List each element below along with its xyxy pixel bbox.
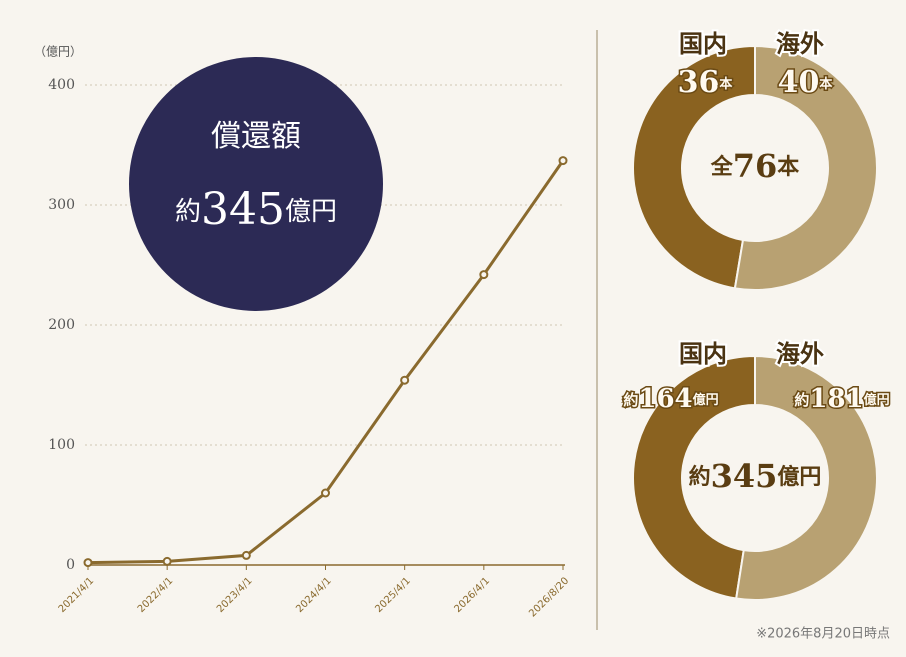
value-text: 76: [733, 147, 778, 185]
y-tick-label: 200: [48, 317, 75, 333]
label-text: 約: [794, 391, 809, 409]
label-text: 本: [819, 76, 832, 92]
label-text: 億円: [777, 464, 821, 490]
center-label: 約345億円: [689, 457, 822, 495]
value-label: 約181億円: [794, 384, 889, 414]
y-tick-label: 400: [48, 77, 75, 93]
point: [321, 488, 330, 498]
label-text: 約: [175, 197, 201, 227]
value-text: 181: [809, 384, 863, 414]
label-text: 本: [719, 76, 732, 92]
y-tick-label: 100: [48, 437, 75, 453]
value-text: 345: [711, 457, 778, 495]
label-text: 国内: [679, 340, 727, 368]
center-label: 全76本: [710, 147, 800, 185]
y-tick-label: 300: [48, 197, 75, 213]
label-text: 海外: [776, 340, 824, 368]
donut-segment: [632, 354, 756, 600]
donut-hole: [683, 96, 827, 240]
point: [558, 156, 568, 166]
value-label: 40本: [778, 65, 833, 100]
donut-segment: [733, 44, 878, 291]
label-text: 約: [623, 391, 638, 409]
label-text: 海外: [776, 30, 824, 58]
donut-segment: [735, 354, 878, 601]
badge: [129, 57, 383, 311]
category-label: 国内: [679, 340, 727, 368]
label-text: 億円: [864, 392, 890, 408]
value-text: 40: [778, 65, 820, 100]
category-label: 国内: [679, 30, 727, 58]
label-text: 約: [689, 464, 711, 490]
value-label: 36本: [678, 65, 733, 100]
value-text: 345: [201, 184, 285, 235]
value-text: 36: [678, 65, 720, 100]
label-text: 億円: [285, 197, 337, 227]
y-unit-label: （億円）: [34, 45, 82, 59]
value-label: 約164億円: [623, 384, 718, 414]
point: [162, 556, 172, 566]
label-text: 国内: [679, 30, 727, 58]
badge-value: 約345億円: [175, 184, 337, 235]
point: [241, 550, 251, 560]
donut-hole: [683, 406, 827, 550]
category-label: 海外: [776, 30, 824, 58]
point: [83, 558, 93, 568]
label-text: 本: [777, 155, 799, 180]
point: [479, 270, 489, 280]
value-text: 164: [638, 384, 692, 414]
category-label: 海外: [776, 340, 824, 368]
label-text: 償還額: [211, 119, 301, 154]
footnote: ※2026年8月20日時点: [756, 627, 890, 642]
label-text: 億円: [693, 392, 719, 408]
label-text: 全: [710, 154, 734, 180]
point: [400, 375, 410, 385]
badge-title: 償還額: [211, 119, 301, 154]
y-tick-label: 0: [66, 557, 75, 573]
donut-segment: [632, 44, 756, 290]
